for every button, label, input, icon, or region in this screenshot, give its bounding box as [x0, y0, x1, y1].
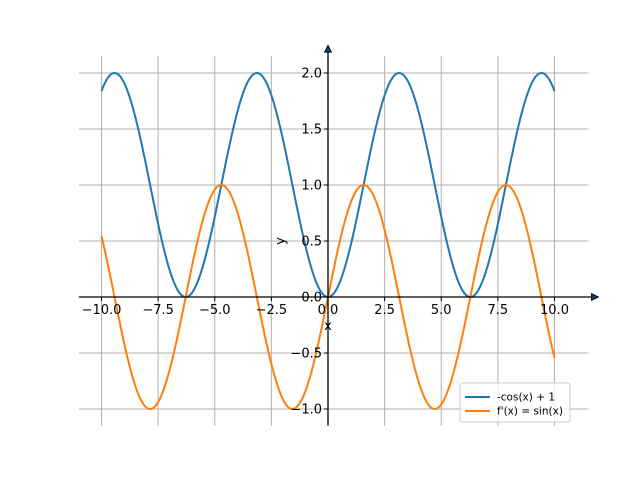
legend-box	[459, 382, 571, 423]
y-tick-label: −0.5	[290, 347, 322, 362]
x-tick-label: 5.0	[431, 303, 452, 318]
y-tick-label: 0.5	[301, 235, 322, 250]
grid	[78, 56, 589, 426]
legend: -cos(x) + 1 f'(x) = sin(x)	[459, 382, 571, 423]
ticks: −10.0 −7.5 −5.0 −2.5 0.0 2.5 5.0 7.5 10.0 −1.0 −0.…	[82, 67, 569, 418]
legend-label-cos: -cos(x) + 1	[497, 392, 555, 404]
y-tick-label: 1.0	[301, 179, 322, 194]
y-tick-label: 0.0	[301, 291, 322, 306]
y-tick-label: 2.0	[301, 67, 322, 82]
x-tick-label: 10.0	[540, 303, 569, 318]
x-tick-label: −2.5	[256, 303, 288, 318]
x-tick-label: −10.0	[82, 303, 122, 318]
x-axis-arrow-icon	[591, 292, 600, 302]
axes	[78, 44, 600, 426]
legend-label-sin: f'(x) = sin(x)	[497, 406, 563, 418]
x-tick-label: −5.0	[199, 303, 231, 318]
y-tick-label: 1.5	[301, 123, 322, 138]
x-tick-label: 7.5	[488, 303, 509, 318]
x-tick-label: 0.0	[318, 303, 339, 318]
y-axis-arrow-icon	[323, 44, 333, 53]
x-axis-label: x	[324, 319, 332, 334]
y-axis-label: y	[274, 237, 289, 245]
x-tick-label: 2.5	[374, 303, 395, 318]
x-tick-label: −7.5	[142, 303, 174, 318]
y-tick-label: −1.0	[290, 403, 322, 418]
